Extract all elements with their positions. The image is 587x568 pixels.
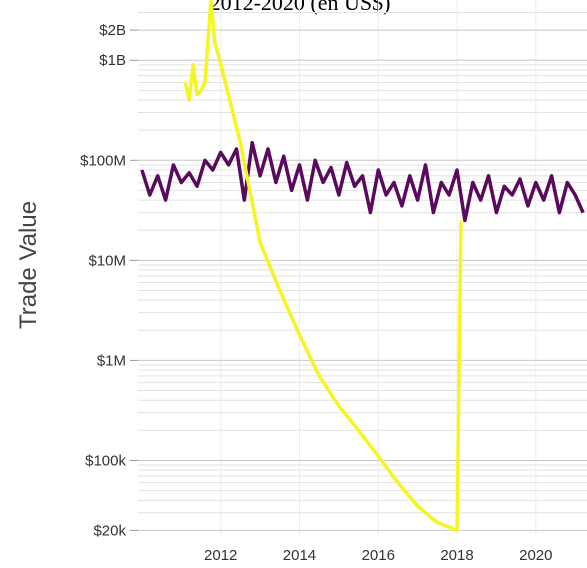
series-line (140, 140, 585, 223)
x-tick-label: 2020 (519, 547, 552, 564)
chart-title: 2012-2020 (en US$) (210, 0, 391, 15)
y-tick-label: $20k (93, 522, 126, 539)
x-tick-label: 2018 (440, 547, 473, 564)
y-tick-label: $1M (97, 352, 126, 369)
y-axis-label: Trade Value (15, 201, 42, 329)
x-tick-label: 2014 (283, 547, 316, 564)
y-tick-label: $10M (88, 252, 126, 269)
y-tick-label: $100k (85, 452, 126, 469)
x-tick-label: 2016 (362, 547, 395, 564)
y-tick-label: $1B (99, 52, 126, 69)
y-tick-label: $2B (99, 22, 126, 39)
y-tick-label: $100M (80, 152, 126, 169)
x-tick-label: 2012 (204, 547, 237, 564)
series-line (183, 0, 463, 533)
